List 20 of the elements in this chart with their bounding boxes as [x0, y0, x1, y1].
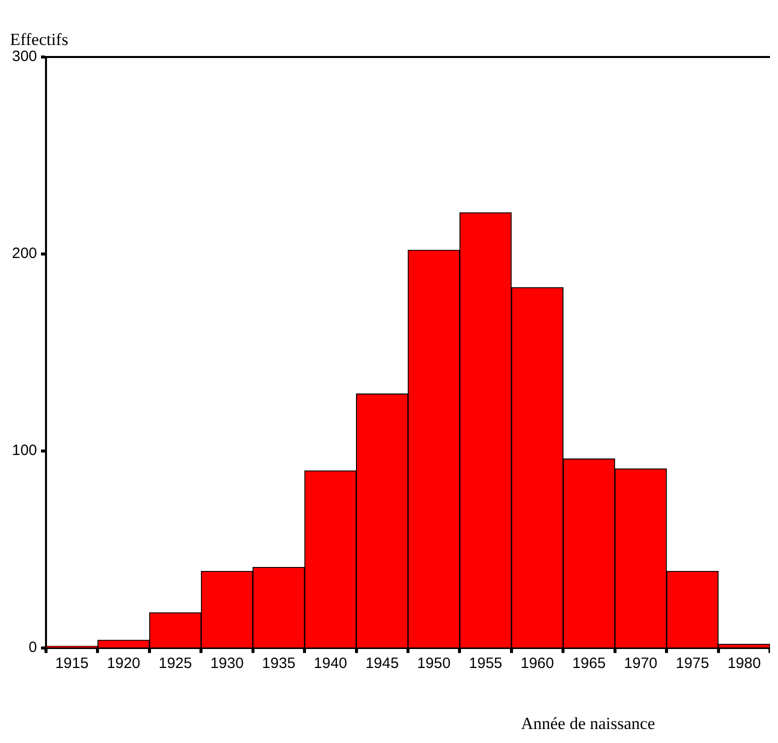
y-tick-label: 300	[12, 48, 38, 66]
x-tick-label: 1955	[468, 655, 502, 672]
y-tick-label: 100	[12, 442, 38, 460]
x-tick-label: 1950	[417, 655, 451, 672]
x-tick-label: 1945	[365, 655, 399, 672]
x-tick-label: 1925	[158, 655, 192, 672]
x-tick-label: 1930	[210, 655, 244, 672]
x-tick-label: 1920	[106, 655, 140, 672]
x-tick-label: 1975	[676, 655, 710, 672]
x-tick-label: 1940	[314, 655, 348, 672]
y-axis-title: Effectifs	[10, 30, 68, 49]
x-tick-label: 1965	[572, 655, 606, 672]
x-tick-label: 1960	[520, 655, 554, 672]
x-axis-title: Année de naissance	[520, 714, 656, 733]
x-tick-label: 1935	[262, 655, 296, 672]
x-tick-label: 1980	[727, 655, 761, 672]
y-tick-label: 200	[12, 245, 38, 262]
y-tick-label: 0	[28, 639, 38, 656]
x-tick-label: 1970	[624, 655, 658, 672]
x-tick-label: 1915	[55, 655, 89, 672]
